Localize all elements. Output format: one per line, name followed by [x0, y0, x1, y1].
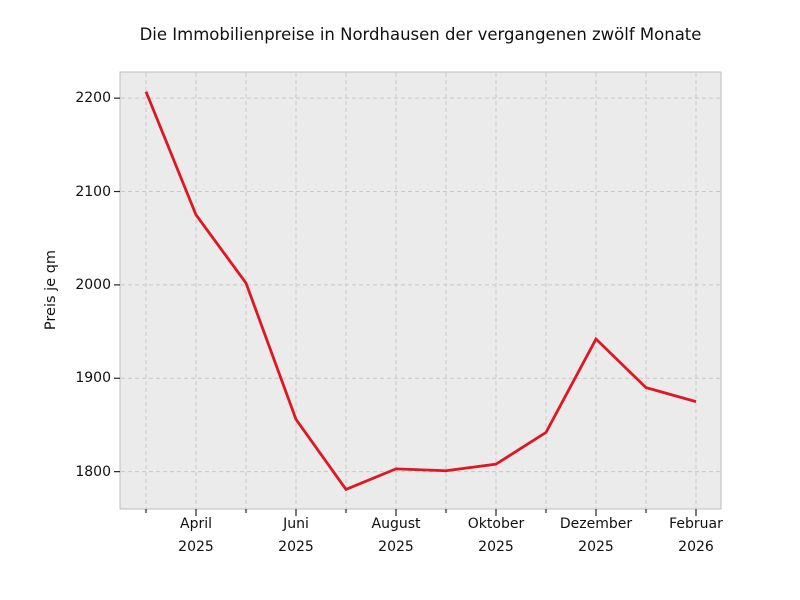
- x-tick-label-month: Juni: [283, 516, 309, 532]
- x-tick-label: Februar 2026: [669, 513, 723, 559]
- y-tick-label: 1800: [75, 463, 111, 480]
- x-tick-label: Dezember 2025: [560, 513, 632, 559]
- x-tick-label: Oktober 2025: [468, 513, 524, 559]
- x-tick-label-month: Oktober: [467, 516, 525, 532]
- x-tick-label-year: 2025: [178, 539, 214, 555]
- x-tick-label: Juni 2025: [278, 513, 314, 559]
- x-tick-label: August 2025: [372, 513, 421, 559]
- x-tick-label-month: August: [371, 516, 421, 532]
- y-tick-label: 1900: [75, 370, 111, 387]
- y-tick-label: 2200: [75, 90, 111, 107]
- plot-area: [119, 71, 722, 510]
- x-tick-label: April 2025: [178, 513, 214, 559]
- x-tick-label-year: 2026: [678, 539, 714, 555]
- y-tick-label: 2000: [75, 276, 111, 293]
- chart-title: Die Immobilienpreise in Nordhausen der v…: [139, 25, 702, 44]
- x-tick-label-month: Dezember: [559, 516, 633, 532]
- x-tick-label-year: 2025: [378, 539, 414, 555]
- x-tick-label-year: 2025: [278, 539, 314, 555]
- x-tick-label-year: 2025: [478, 539, 514, 555]
- y-tick-label: 2100: [75, 183, 111, 200]
- price-line: [144, 91, 697, 492]
- x-tick-label-year: 2025: [578, 539, 614, 555]
- x-tick-label-month: April: [179, 516, 212, 532]
- x-tick-label-month: Februar: [669, 516, 723, 532]
